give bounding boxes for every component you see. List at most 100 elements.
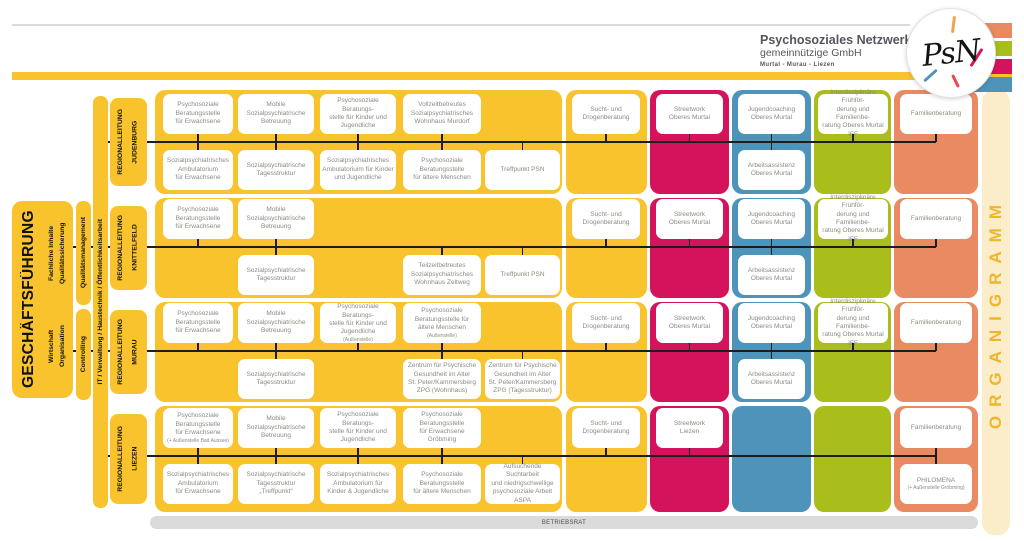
org-unit-box: Familienberatung — [900, 408, 972, 448]
connector-tick — [275, 247, 277, 255]
betriebsrat-label: BETRIEBSRAT — [541, 519, 587, 526]
org-unit-box: Treffpunkt PSN — [485, 255, 560, 295]
org-unit-label: Familienberatung — [910, 109, 962, 117]
regionalleitung-label: REGIONALLEITUNG KNITTELFELD — [117, 215, 139, 281]
org-unit-box: Arbeitsassistenz Oberes Murtal — [738, 359, 805, 399]
connector-tick — [197, 343, 199, 351]
org-unit-label: Sozialpsychiatrische Tagesstruktur — [246, 266, 306, 282]
org-unit-box: Jugendcoaching Oberes Murtal — [738, 303, 805, 343]
org-unit-box: Sozialpsychiatrische Tagesstruktur — [238, 150, 314, 190]
org-unit-box: Sucht- und Drogenberatung — [572, 408, 640, 448]
connector-tick — [770, 343, 773, 351]
row-line — [147, 141, 936, 143]
row-line — [147, 455, 936, 457]
org-unit-label: Sozialpsychiatrische Tagesstruktur — [246, 161, 306, 177]
row-line — [147, 246, 936, 248]
controlling-label: Controlling — [80, 336, 87, 373]
connector-tick — [441, 456, 443, 464]
org-unit-box: Mobile Sozialpsychiatrische Betreuung — [238, 408, 314, 448]
brand-bar — [12, 72, 1012, 80]
org-unit-label: Jugendcoaching Oberes Murtal — [747, 210, 796, 226]
org-unit-box: Sozialpsychiatrische Tagesstruktur — [238, 255, 314, 295]
connector-tick — [441, 448, 443, 456]
org-unit-label: Psychosoziale Beratungsstelle für ältere… — [413, 157, 471, 182]
org-regions: Murtal - Murau - Liezen — [760, 62, 835, 69]
org-unit-label: Zentrum für Psychische Gesundheit im Alt… — [488, 362, 557, 395]
org-unit-label: Sozialpsychiatrisches Ambulatoriuim für … — [322, 157, 394, 182]
connector-tick — [275, 134, 277, 142]
connector-tick — [357, 343, 359, 351]
org-unit-box: Streetwork Oberes Murtal — [656, 199, 723, 239]
org-unit-label: Psychosoziale Beratungsstelle für Erwach… — [175, 310, 221, 335]
org-unit-box: Streetwork Liezen — [656, 408, 723, 448]
geschaeftsfuehrung-title: GESCHÄFTSFÜHRUNG — [20, 210, 37, 389]
color-block-iff — [814, 406, 891, 512]
org-unit-box: Arbeitsassistenz Oberes Murtal — [738, 150, 805, 190]
connector-tick — [521, 142, 524, 150]
org-unit-label: Psychosoziale Beratungsstelle für Erwach… — [175, 206, 221, 231]
connector-tick — [521, 456, 524, 464]
connector-tick — [197, 456, 199, 464]
org-unit-label: Sucht- und Drogenberatung — [582, 105, 630, 121]
qualitaetsmanagement-box: Qualitätsmanagement — [76, 201, 91, 305]
connector-tick — [852, 343, 854, 351]
org-legal: gemeinnützige GmbH — [760, 47, 862, 60]
org-unit-box: Psychosoziale Beratungs- stelle für Kind… — [320, 94, 396, 134]
regionalleitung-box: REGIONALLEITUNG LIEZEN — [110, 414, 147, 504]
org-unit-box: Arbeitsassistenz Oberes Murtal — [738, 255, 805, 295]
connector-tick — [275, 239, 277, 247]
org-unit-box: Zentrum für Psychische Gesundheit im Alt… — [403, 359, 481, 399]
organigramm-label: ORGANIGRAMM — [986, 195, 1005, 430]
psn-logo: PsN — [906, 8, 996, 98]
connector-tick — [605, 134, 607, 142]
org-unit-box: Psychosoziale Beratungsstelle für Erwach… — [163, 94, 233, 134]
org-unit-label: Sucht- und Drogenberatung — [582, 210, 630, 226]
org-unit-box: Psychosoziale Beratungsstelle für ältere… — [403, 150, 481, 190]
connector-tick — [441, 351, 443, 359]
org-unit-box: Psychosoziale Beratungs- stelle für Kind… — [320, 408, 396, 448]
org-unit-box: Psychosoziale Beratungs- stelle für Kind… — [320, 303, 396, 343]
header-text-block: Psychosoziales Netzwerk gemeinnützige Gm… — [760, 33, 911, 69]
connector-tick — [852, 134, 854, 142]
connector-tick — [441, 134, 443, 142]
org-unit-box: Psychosoziale Beratungsstelle für Erwach… — [163, 303, 233, 343]
org-unit-label: Interdisziplinäre Frühför- derung und Fa… — [822, 88, 884, 138]
org-unit-label: Sozialpsychiatrisches Ambulatorium für K… — [326, 471, 390, 496]
org-unit-box: Mobile Sozialpsychiatrische Betreuung — [238, 303, 314, 343]
org-unit-label: Psychosoziale Beratungsstelle für Erwach… — [419, 411, 465, 444]
connector-tick — [605, 343, 607, 351]
connector-tick — [521, 351, 524, 359]
org-unit-box: Psychosoziale Beratungsstelle für ältere… — [403, 303, 481, 343]
connector-tick — [935, 134, 937, 142]
org-unit-box: Teilzeitbetreutes Sozialpsychiatrisches … — [403, 255, 481, 295]
org-unit-label: Familienberatung — [910, 318, 962, 326]
regionalleitung-label: REGIONALLEITUNG LIEZEN — [117, 426, 139, 492]
org-unit-box: Sozialpsychiatrisches Ambulatoriuim für … — [320, 150, 396, 190]
logo-stick-red — [951, 74, 960, 88]
connector-tick — [770, 247, 773, 255]
connector-tick — [521, 247, 524, 255]
org-unit-label: Psychosoziale Beratungsstelle für Erwach… — [175, 101, 221, 126]
org-unit-box: PHILOMENA (+ Außenstelle Gröbming) — [900, 464, 972, 504]
controlling-box: Controlling — [76, 309, 91, 400]
org-unit-label: Mobile Sozialpsychiatrische Betreuung — [246, 206, 306, 231]
connector-tick — [688, 134, 691, 142]
organigramm-bar: ORGANIGRAMM — [982, 90, 1010, 535]
org-unit-label: Streetwork Oberes Murtal — [668, 314, 711, 330]
org-unit-label: Jugendcoaching Oberes Murtal — [747, 314, 796, 330]
gf-sub-quality: Fachliche Inhalte Qualitätssicherung — [48, 222, 66, 284]
services-box: IT / Verwaltung / Haustechnik / Öffentli… — [93, 96, 108, 508]
connector-tick — [441, 247, 443, 255]
org-unit-label: Psychosoziale Beratungs- stelle für Kind… — [329, 411, 387, 444]
org-unit-label: Interdisziplinäre Frühför- derung und Fa… — [822, 297, 884, 347]
gf-sub-business: Wirtschaft Organisation — [48, 325, 66, 367]
org-unit-box: Familienberatung — [900, 199, 972, 239]
services-label: IT / Verwaltung / Haustechnik / Öffentli… — [97, 219, 104, 385]
org-unit-box: Mobile Sozialpsychiatrische Betreuung — [238, 94, 314, 134]
org-unit-box: Sucht- und Drogenberatung — [572, 94, 640, 134]
org-unit-box: Interdisziplinäre Frühför- derung und Fa… — [818, 89, 888, 138]
org-unit-box: Aufsuchende Suchtarbeit und niedrigschwe… — [485, 463, 560, 504]
org-unit-label: Psychosoziale Beratungsstelle für ältere… — [414, 307, 470, 332]
logo-stick-orange — [950, 15, 957, 34]
org-unit-label: Arbeitsassistenz Oberes Murtal — [747, 266, 796, 282]
